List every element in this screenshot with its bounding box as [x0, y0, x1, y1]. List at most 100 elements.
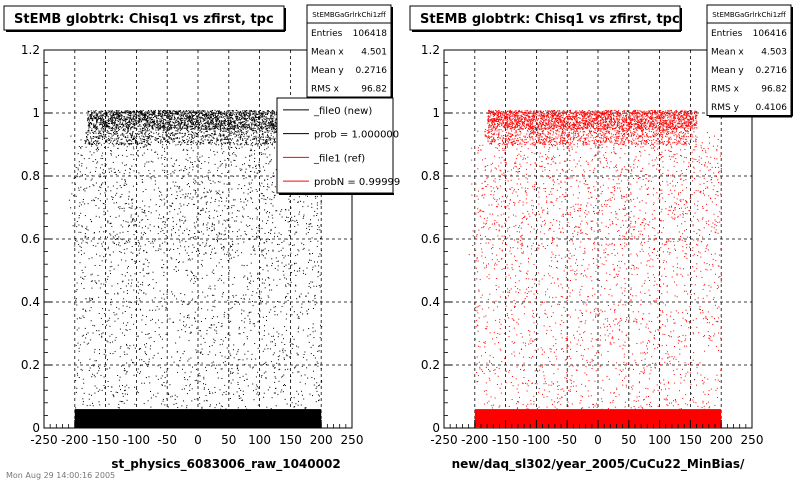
scatter-point: [229, 122, 231, 124]
scatter-point: [125, 203, 127, 204]
scatter-point: [161, 116, 163, 117]
scatter-point: [240, 112, 242, 114]
scatter-point: [254, 253, 256, 255]
scatter-point: [137, 286, 139, 288]
scatter-point: [157, 117, 159, 119]
scatter-point: [99, 255, 101, 257]
scatter-point: [303, 214, 305, 216]
scatter-point: [135, 127, 137, 129]
scatter-point: [135, 135, 137, 137]
scatter-point: [171, 128, 173, 130]
scatter-point: [208, 136, 210, 138]
scatter-point: [162, 123, 164, 125]
scatter-point: [205, 117, 207, 119]
scatter-point: [142, 269, 144, 271]
scatter-point: [101, 124, 103, 125]
scatter-point: [106, 132, 108, 133]
scatter-point: [141, 143, 143, 144]
scatter-point: [239, 111, 241, 113]
scatter-point: [236, 135, 237, 137]
scatter-point: [206, 126, 208, 128]
scatter-point: [113, 128, 115, 129]
scatter-point: [199, 156, 201, 158]
scatter-point: [88, 158, 90, 159]
scatter-point: [297, 354, 299, 356]
scatter-point: [112, 114, 114, 116]
scatter-point: [273, 117, 275, 119]
scatter-point: [187, 393, 188, 395]
scatter-point: [205, 131, 207, 132]
scatter-point: [180, 117, 182, 119]
scatter-point: [233, 357, 235, 359]
scatter-point: [143, 146, 145, 148]
scatter-point: [211, 223, 213, 225]
scatter-point: [274, 392, 276, 394]
scatter-point: [248, 118, 250, 120]
scatter-point: [116, 126, 118, 128]
scatter-point: [123, 370, 125, 372]
scatter-point: [266, 125, 268, 127]
scatter-point: [198, 125, 200, 127]
scatter-point: [105, 272, 107, 274]
scatter-point: [247, 130, 249, 132]
scatter-point: [217, 111, 219, 112]
scatter-point: [124, 136, 126, 138]
scatter-point: [238, 147, 240, 149]
scatter-point: [246, 142, 248, 143]
scatter-point: [92, 131, 94, 133]
scatter-point: [151, 127, 153, 129]
scatter-point: [205, 112, 207, 114]
scatter-point: [198, 111, 200, 113]
scatter-point: [241, 117, 243, 119]
scatter-point: [96, 120, 98, 122]
scatter-point: [168, 124, 170, 126]
scatter-point: [290, 341, 291, 343]
scatter-point: [230, 116, 232, 118]
scatter-point: [165, 122, 167, 123]
scatter-point: [213, 224, 215, 226]
scatter-point: [261, 127, 263, 129]
scatter-point: [123, 125, 125, 127]
scatter-point: [300, 311, 302, 313]
scatter-point: [181, 142, 183, 144]
scatter-point: [261, 130, 263, 132]
scatter-point: [161, 267, 163, 269]
scatter-point: [116, 313, 118, 315]
scatter-point: [271, 120, 273, 122]
scatter-point: [168, 122, 170, 124]
scatter-point: [129, 132, 131, 134]
scatter-point: [227, 122, 229, 124]
scatter-point: [257, 230, 259, 232]
scatter-point: [241, 313, 243, 315]
scatter-point: [110, 190, 112, 192]
scatter-point: [112, 117, 114, 119]
scatter-point: [187, 193, 189, 195]
scatter-point: [163, 128, 165, 130]
scatter-point: [274, 343, 276, 345]
scatter-point: [99, 137, 101, 139]
scatter-point: [220, 408, 222, 410]
scatter-point: [293, 311, 295, 313]
scatter-point: [80, 317, 82, 319]
scatter-point: [220, 140, 222, 142]
scatter-point: [144, 115, 145, 117]
scatter-point: [239, 126, 240, 127]
scatter-point: [191, 141, 193, 143]
scatter-point: [130, 112, 132, 114]
scatter-point: [262, 132, 264, 134]
scatter-point: [141, 138, 143, 140]
scatter-point: [249, 366, 251, 368]
scatter-point: [203, 388, 205, 390]
scatter-point: [236, 115, 238, 117]
scatter-point: [106, 141, 108, 143]
scatter-point: [271, 115, 272, 117]
scatter-point: [244, 125, 246, 127]
scatter-point: [255, 116, 256, 118]
scatter-point: [119, 328, 121, 330]
scatter-point: [96, 127, 97, 129]
scatter-point: [125, 124, 127, 126]
scatter-point: [229, 128, 231, 130]
scatter-point: [250, 114, 251, 116]
scatter-point: [150, 117, 152, 119]
scatter-point: [215, 119, 217, 121]
